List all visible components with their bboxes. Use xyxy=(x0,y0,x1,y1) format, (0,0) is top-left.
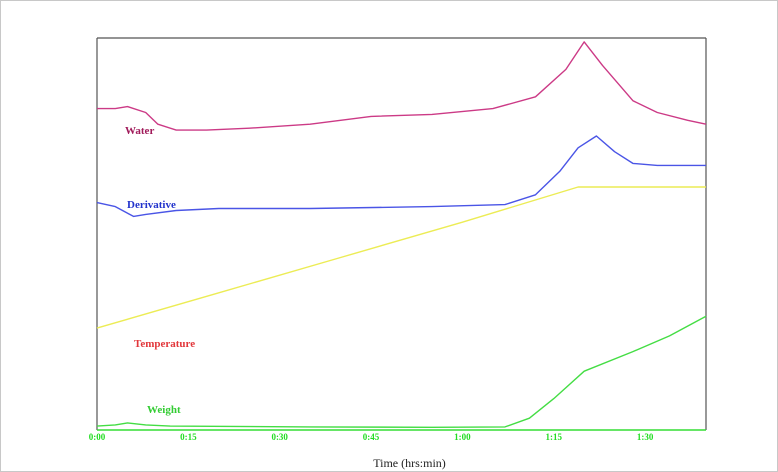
series-label-derivative: Derivative xyxy=(127,199,176,211)
series-line-water xyxy=(97,41,707,131)
x-tick-label: 0:30 xyxy=(271,432,288,442)
x-tick-label: 0:15 xyxy=(180,432,197,442)
x-axis-title: Time (hrs:min) xyxy=(373,456,446,470)
series-line-derivative xyxy=(96,135,706,218)
chart-series xyxy=(96,41,707,428)
x-tick-labels: 0:00 0:15 0:30 0:45 1:00 1:15 1:30 xyxy=(89,432,654,442)
x-tick-label: 1:30 xyxy=(637,432,654,442)
series-label-temperature: Temperature xyxy=(134,338,195,350)
chart-axes xyxy=(96,37,707,431)
series-label-water: Water xyxy=(125,125,154,137)
series-label-weight: Weight xyxy=(147,404,181,416)
series-line-temperature xyxy=(96,186,706,329)
x-tick-label: 1:00 xyxy=(454,432,471,442)
series-labels: Water Derivative Temperature Weight xyxy=(125,125,195,416)
x-tick-label: 1:15 xyxy=(546,432,563,442)
x-tick-label: 0:45 xyxy=(363,432,380,442)
series-line-weight xyxy=(96,315,707,428)
x-tick-label: 0:00 xyxy=(89,432,106,442)
